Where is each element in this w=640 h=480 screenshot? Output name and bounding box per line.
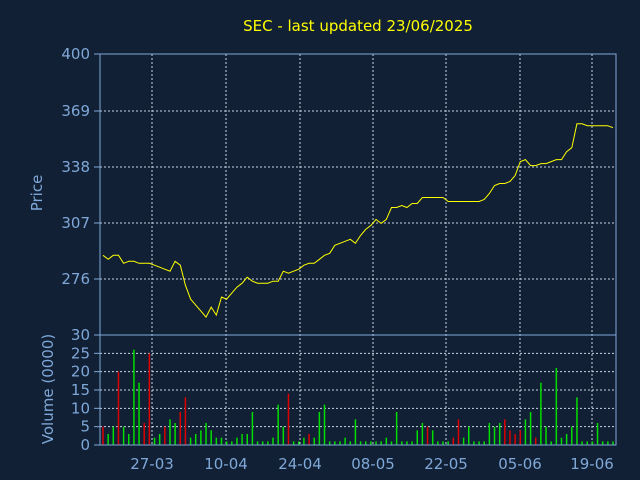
volume-bars — [102, 349, 614, 445]
volume-tick-label: 15 — [71, 381, 90, 399]
x-tick-label: 19-06 — [570, 455, 614, 473]
volume-tick-label: 5 — [80, 418, 90, 436]
x-tick-label: 24-04 — [278, 455, 322, 473]
price-line — [102, 123, 614, 318]
x-tick-label: 27-03 — [130, 455, 174, 473]
chart-title: SEC - last updated 23/06/2025 — [243, 17, 473, 35]
price-tick-label: 307 — [61, 214, 90, 232]
volume-tick-label: 20 — [71, 363, 90, 381]
x-tick-label: 10-04 — [204, 455, 248, 473]
volume-axis-label: Volume (0000) — [39, 334, 57, 444]
price-tick-label: 338 — [61, 158, 90, 176]
volume-tick-label: 10 — [71, 399, 90, 417]
price-plot-frame — [99, 53, 617, 336]
x-tick-label: 05-06 — [498, 455, 542, 473]
volume-tick-label: 25 — [71, 344, 90, 362]
price-tick-label: 369 — [61, 102, 90, 120]
x-tick-label: 22-05 — [424, 455, 468, 473]
price-tick-label: 400 — [61, 45, 90, 63]
price-series — [102, 123, 614, 318]
volume-tick-label: 0 — [80, 436, 90, 454]
price-tick-label: 276 — [61, 270, 90, 288]
grid — [100, 54, 616, 445]
price-axis-label: Price — [28, 175, 46, 212]
volume-tick-label: 30 — [71, 326, 90, 344]
x-tick-label: 08-05 — [351, 455, 395, 473]
plot-frames — [99, 53, 617, 446]
